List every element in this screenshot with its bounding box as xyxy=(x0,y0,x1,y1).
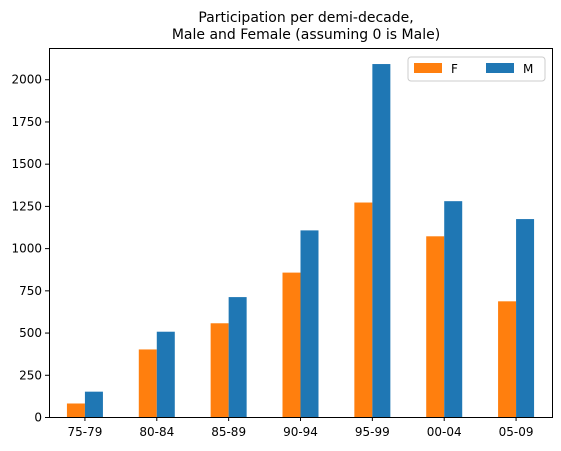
y-tick-label-1500: 1500 xyxy=(11,157,42,171)
bar-f-00-04 xyxy=(426,236,445,417)
bar-f-95-99 xyxy=(354,202,373,417)
x-tick-label-00-04: 00-04 xyxy=(427,425,462,439)
legend-label-f: F xyxy=(451,62,458,76)
bar-m-75-79 xyxy=(84,391,103,417)
y-tick-label-1750: 1750 xyxy=(11,115,42,129)
legend-swatch-f xyxy=(414,63,442,73)
x-tick-label-85-89: 85-89 xyxy=(211,425,246,439)
bar-f-80-84 xyxy=(138,349,157,417)
bar-f-90-94 xyxy=(282,272,301,417)
bar-m-85-89 xyxy=(228,297,247,417)
bar-m-00-04 xyxy=(444,201,463,417)
chart-title-line-1: Participation per demi-decade, xyxy=(198,10,413,26)
legend-label-m: M xyxy=(523,62,533,76)
chart-title-line-2: Male and Female (assuming 0 is Male) xyxy=(172,27,440,43)
x-tick-label-75-79: 75-79 xyxy=(67,425,102,439)
y-tick-label-250: 250 xyxy=(19,368,42,382)
y-tick-label-1000: 1000 xyxy=(11,242,42,256)
x-axis: 75-79 80-84 85-89 90-94 95-99 00-04 05-09 xyxy=(67,417,534,439)
y-tick-label-500: 500 xyxy=(19,326,42,340)
x-tick-label-05-09: 05-09 xyxy=(499,425,534,439)
chart-title: Participation per demi-decade, Male and … xyxy=(172,10,440,43)
y-axis: 0 250 500 750 1000 1250 1500 1750 2000 xyxy=(11,73,49,425)
bar-f-05-09 xyxy=(498,301,517,417)
x-tick-label-95-99: 95-99 xyxy=(355,425,390,439)
bar-f-85-89 xyxy=(210,323,229,417)
legend-swatch-m xyxy=(486,63,514,73)
x-tick-label-90-94: 90-94 xyxy=(283,425,318,439)
y-tick-label-0: 0 xyxy=(34,411,42,425)
bars-layer xyxy=(66,64,535,417)
bar-f-75-79 xyxy=(66,403,85,417)
plot-frame xyxy=(49,48,553,418)
bar-m-90-94 xyxy=(300,230,319,417)
bar-m-80-84 xyxy=(156,331,175,417)
y-tick-label-1250: 1250 xyxy=(11,199,42,213)
bar-m-05-09 xyxy=(516,219,535,417)
bar-m-95-99 xyxy=(372,64,391,417)
y-tick-label-2000: 2000 xyxy=(11,73,42,87)
x-tick-label-80-84: 80-84 xyxy=(139,425,174,439)
y-tick-label-750: 750 xyxy=(19,284,42,298)
